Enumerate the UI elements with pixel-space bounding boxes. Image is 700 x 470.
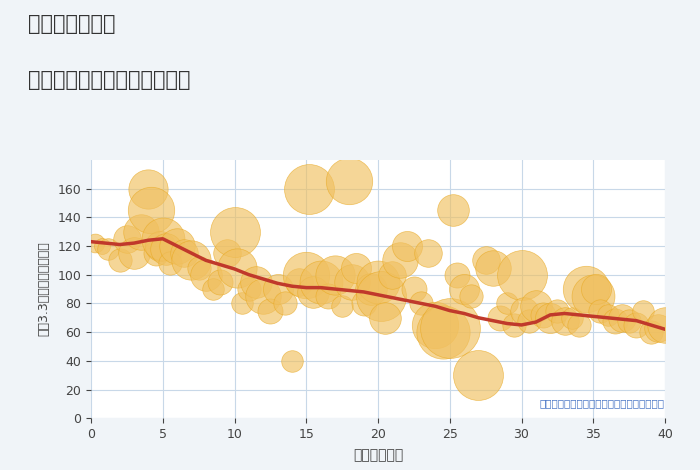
- Point: [437, 329, 448, 336]
- Point: [222, 250, 233, 257]
- Point: [552, 307, 563, 314]
- Point: [444, 324, 456, 332]
- Point: [602, 311, 613, 319]
- Point: [103, 245, 114, 252]
- Point: [351, 264, 362, 271]
- Point: [591, 285, 602, 293]
- Point: [573, 321, 584, 329]
- Point: [452, 271, 463, 278]
- Point: [624, 317, 635, 324]
- Point: [232, 264, 243, 271]
- Point: [97, 242, 108, 250]
- Point: [114, 257, 125, 264]
- Point: [121, 235, 132, 243]
- Point: [236, 300, 247, 307]
- Point: [580, 285, 592, 293]
- Point: [207, 285, 218, 293]
- Point: [293, 278, 304, 286]
- Point: [401, 242, 412, 250]
- Text: 築年数別中古マンション価格: 築年数別中古マンション価格: [28, 70, 190, 91]
- Point: [178, 250, 190, 257]
- Point: [143, 185, 154, 192]
- Point: [229, 228, 240, 235]
- Point: [301, 271, 312, 278]
- Point: [186, 257, 197, 264]
- Point: [617, 314, 628, 321]
- X-axis label: 築年数（年）: 築年数（年）: [353, 448, 403, 462]
- Point: [394, 257, 405, 264]
- Point: [272, 285, 283, 293]
- Point: [538, 311, 549, 319]
- Point: [386, 271, 398, 278]
- Point: [258, 292, 269, 300]
- Point: [480, 257, 491, 264]
- Point: [416, 300, 427, 307]
- Point: [157, 235, 169, 243]
- Point: [358, 300, 370, 307]
- Point: [631, 321, 642, 329]
- Point: [146, 206, 157, 214]
- Point: [523, 317, 534, 324]
- Point: [447, 206, 458, 214]
- Point: [160, 245, 172, 252]
- Point: [172, 242, 183, 250]
- Point: [473, 371, 484, 379]
- Point: [559, 317, 570, 324]
- Text: 円の大きさは、取引のあった物件面積を示す: 円の大きさは、取引のあった物件面積を示す: [540, 398, 665, 408]
- Point: [286, 357, 297, 365]
- Point: [638, 307, 649, 314]
- Point: [466, 292, 477, 300]
- Point: [423, 250, 434, 257]
- Point: [346, 278, 358, 286]
- Point: [337, 303, 348, 310]
- Point: [430, 321, 441, 329]
- Point: [330, 271, 341, 278]
- Point: [379, 314, 391, 321]
- Point: [501, 300, 512, 307]
- Point: [588, 292, 599, 300]
- Point: [304, 185, 315, 192]
- Point: [516, 271, 527, 278]
- Point: [487, 264, 498, 271]
- Point: [659, 321, 671, 329]
- Point: [308, 288, 319, 296]
- Point: [164, 259, 176, 267]
- Point: [545, 314, 556, 321]
- Point: [509, 321, 520, 329]
- Point: [136, 228, 147, 235]
- Point: [315, 278, 326, 286]
- Text: 神奈川県古淵駅: 神奈川県古淵駅: [28, 14, 116, 34]
- Point: [372, 278, 384, 286]
- Point: [279, 300, 290, 307]
- Y-axis label: 坪（3.3㎡）単価（万円）: 坪（3.3㎡）単価（万円）: [38, 242, 50, 337]
- Point: [595, 307, 606, 314]
- Point: [154, 242, 165, 250]
- Point: [344, 178, 355, 185]
- Point: [193, 264, 204, 271]
- Point: [129, 250, 140, 257]
- Point: [375, 292, 386, 300]
- Point: [609, 317, 620, 324]
- Point: [265, 307, 276, 314]
- Point: [566, 314, 578, 321]
- Point: [494, 314, 505, 321]
- Point: [519, 307, 530, 314]
- Point: [322, 292, 333, 300]
- Point: [244, 285, 255, 293]
- Point: [458, 285, 470, 293]
- Point: [150, 250, 161, 257]
- Point: [251, 278, 262, 286]
- Point: [200, 271, 211, 278]
- Point: [531, 303, 542, 310]
- Point: [214, 278, 225, 286]
- Point: [90, 239, 101, 247]
- Point: [645, 329, 657, 336]
- Point: [652, 324, 664, 332]
- Point: [408, 285, 419, 293]
- Point: [365, 285, 377, 293]
